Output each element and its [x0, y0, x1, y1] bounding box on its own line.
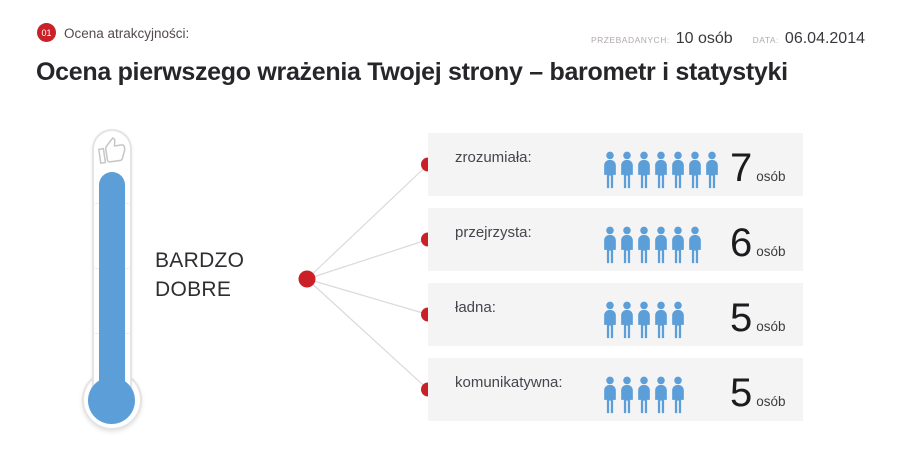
person-icon: [655, 151, 667, 189]
row-unit: osób: [756, 244, 786, 259]
row-count: 7: [730, 146, 753, 190]
surveyed-label: PRZEBADANYCH:: [590, 35, 670, 45]
row-count: 5: [730, 296, 753, 340]
person-icon: [621, 376, 633, 414]
person-icon: [638, 301, 650, 339]
row-label: zrozumiała:: [455, 149, 532, 166]
stat-row: ładna: 5 osób: [428, 283, 803, 346]
row-count-group: 7 osób: [730, 133, 786, 196]
row-count-group: 5 osób: [730, 358, 786, 421]
person-icon: [672, 301, 684, 339]
person-icon: [655, 301, 667, 339]
person-icon: [621, 226, 633, 264]
stats-rows: zrozumiała: 7 osób przejrzysta:: [428, 133, 803, 433]
row-icons: [602, 151, 720, 189]
row-icons: [602, 301, 686, 339]
person-icon: [672, 226, 684, 264]
person-icon: [672, 376, 684, 414]
stat-row: komunikatywna: 5 osób: [428, 358, 803, 421]
person-icon: [638, 376, 650, 414]
person-icon: [621, 301, 633, 339]
date-value: 06.04.2014: [784, 30, 865, 47]
person-icon: [604, 376, 616, 414]
row-label: przejrzysta:: [455, 224, 532, 241]
person-icon: [604, 301, 616, 339]
person-icon: [655, 376, 667, 414]
thermometer-bulb-fill: [88, 377, 135, 424]
person-icon: [604, 151, 616, 189]
surveyed-value: 10 osób: [675, 30, 733, 47]
hub-dot: [298, 270, 316, 288]
stat-row: zrozumiała: 7 osób: [428, 133, 803, 196]
row-label: komunikatywna:: [455, 374, 563, 391]
row-unit: osób: [756, 319, 786, 334]
person-icon: [638, 151, 650, 189]
row-count-group: 6 osób: [730, 208, 786, 271]
person-icon: [689, 226, 701, 264]
survey-meta: PRZEBADANYCH: 10 osób DATA: 06.04.2014: [591, 30, 865, 48]
overall-rating: BARDZO DOBRE: [155, 249, 245, 301]
person-icon: [638, 226, 650, 264]
row-unit: osób: [756, 169, 786, 184]
row-icons: [602, 226, 703, 264]
row-count: 5: [730, 371, 753, 415]
section-number-badge: 01: [37, 23, 56, 42]
person-icon: [604, 226, 616, 264]
row-count: 6: [730, 221, 753, 265]
person-icon: [672, 151, 684, 189]
page-title: Ocena pierwszego wrażenia Twojej strony …: [36, 58, 788, 86]
thumbs-up-icon: [98, 137, 126, 164]
row-count-group: 5 osób: [730, 283, 786, 346]
thermometer-fill: [99, 172, 125, 398]
row-unit: osób: [756, 394, 786, 409]
person-icon: [689, 151, 701, 189]
person-icon: [621, 151, 633, 189]
section-label: Ocena atrakcyjności:: [64, 26, 190, 41]
row-icons: [602, 376, 686, 414]
person-icon: [655, 226, 667, 264]
date-label: DATA:: [752, 35, 779, 45]
row-label: ładna:: [455, 299, 496, 316]
stat-row: przejrzysta: 6 osób: [428, 208, 803, 271]
person-icon: [706, 151, 718, 189]
